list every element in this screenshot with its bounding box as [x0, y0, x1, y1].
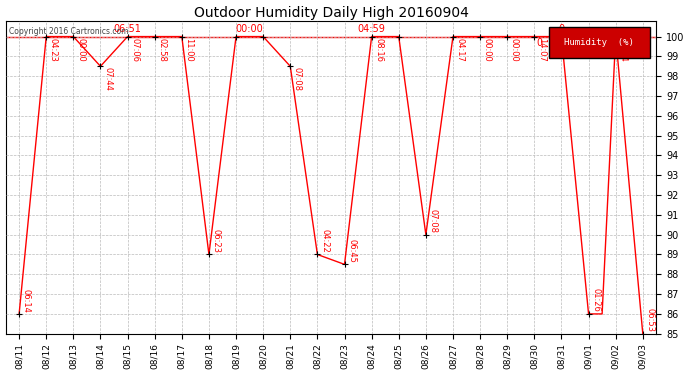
Text: 04:59: 04:59	[357, 24, 386, 34]
Text: 00:00: 00:00	[76, 38, 85, 61]
Text: 07:08: 07:08	[293, 67, 302, 91]
Text: Copyright 2016 Cartronics.com: Copyright 2016 Cartronics.com	[9, 27, 128, 36]
Text: 07:08: 07:08	[428, 209, 437, 233]
Text: 11:00: 11:00	[184, 38, 193, 61]
Text: 06:51: 06:51	[114, 24, 141, 34]
Bar	[549, 27, 650, 58]
Text: 07:44: 07:44	[104, 67, 112, 91]
Text: 02:58: 02:58	[157, 38, 166, 62]
Text: 0: 0	[536, 38, 542, 48]
Text: 04:17: 04:17	[455, 38, 464, 62]
Text: 06:14: 06:14	[22, 289, 31, 313]
Text: 06:53: 06:53	[646, 308, 655, 332]
Text: 14:07: 14:07	[537, 38, 546, 62]
Text: 08:16: 08:16	[375, 38, 384, 62]
Title: Outdoor Humidity Daily High 20160904: Outdoor Humidity Daily High 20160904	[193, 6, 469, 20]
Text: Humidity  (%): Humidity (%)	[564, 38, 634, 47]
Text: 07:06: 07:06	[130, 38, 139, 62]
Text: 00:00: 00:00	[510, 38, 519, 61]
Text: 04:23: 04:23	[49, 38, 58, 62]
Text: 00:00: 00:00	[483, 38, 492, 61]
Text: 01:26: 01:26	[591, 288, 600, 312]
Text: 06:45: 06:45	[347, 238, 356, 262]
Text: 04:22: 04:22	[320, 229, 329, 252]
Text: 06:23: 06:23	[212, 228, 221, 252]
Text: 04:14: 04:14	[618, 38, 627, 61]
Text: 0: 0	[558, 24, 564, 34]
Text: 00:00: 00:00	[236, 24, 264, 34]
